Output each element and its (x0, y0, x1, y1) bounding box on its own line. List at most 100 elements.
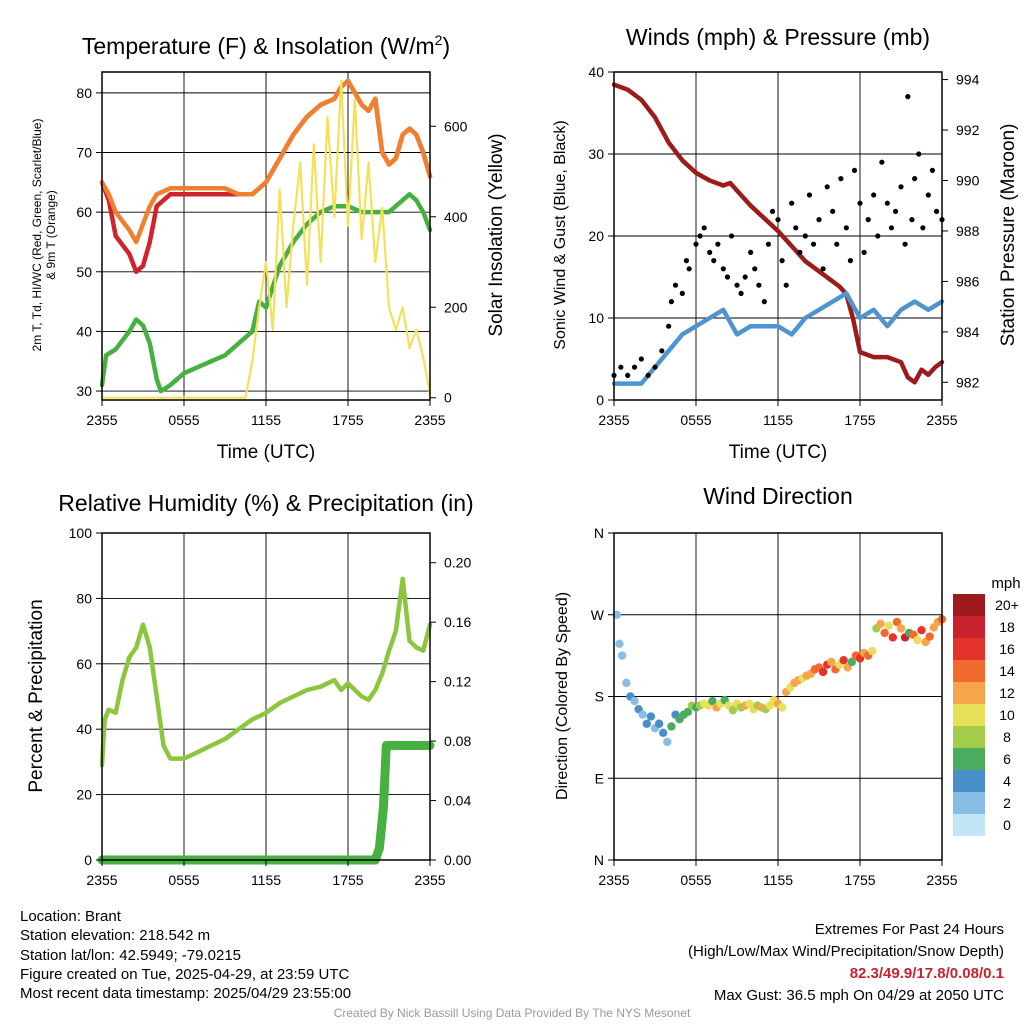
wind-direction-xtick-label: 1755 (844, 872, 875, 888)
temperature-ytick-label: 60 (76, 204, 92, 220)
wind-direction-ytick-label: N (594, 852, 604, 868)
winds-y2tick-label: 984 (956, 324, 980, 340)
winds-gust-point (625, 372, 631, 378)
wind-direction-point (839, 655, 848, 665)
credit-line: Created By Nick Bassill Using Data Provi… (333, 1006, 691, 1020)
wind-direction-ytick-label: E (595, 770, 604, 786)
wind-direction-point (896, 624, 906, 633)
winds-gust-point (920, 225, 926, 231)
temperature-ylabel-right: Solar Insolation (Yellow) (486, 133, 507, 336)
wind-direction-point (646, 712, 656, 721)
winds-xlabel: Time (UTC) (729, 442, 828, 463)
winds-gust-point (824, 184, 830, 190)
winds-ylabel-left: Sonic Wind & Gust (Blue, Black) (552, 120, 569, 349)
temperature-ytick-label: 70 (76, 145, 92, 161)
wind-direction-point (777, 703, 787, 712)
winds-gust-point (892, 208, 899, 214)
winds-gust-point (701, 225, 707, 231)
winds-ytick-label: 0 (596, 392, 604, 408)
extremes-subtitle: (High/Low/Max Wind/Precipitation/Snow De… (688, 943, 1004, 960)
wind-direction-point (917, 625, 926, 635)
humidity-ytick-label: 100 (69, 525, 93, 541)
temperature-title: Temperature (F) & Insolation (W/m2) (82, 32, 450, 59)
winds-gust-point (779, 258, 785, 264)
winds-ylabel-right: Station Pressure (Maroon) (998, 124, 1019, 347)
temperature-ylabel-left-2: & 9m T (Orange) (44, 190, 58, 280)
speed-legend-swatch (953, 660, 985, 682)
winds-gust-point (905, 94, 911, 100)
winds-gust-point (898, 184, 904, 190)
temperature-xtick-label: 2355 (414, 412, 445, 428)
speed-legend-label: 0 (1003, 817, 1011, 833)
winds-gust-point (683, 258, 690, 264)
winds-gust-point (871, 192, 877, 198)
humidity-ytick-label: 60 (76, 656, 92, 672)
winds-ticks: 2355 0555 1155 1755 2355 0 10 20 30 40 982 984 986 98… (588, 64, 979, 428)
winds-gust-point (748, 249, 754, 255)
winds-gust-point (693, 241, 699, 247)
temperature-ytick-label: 30 (76, 383, 92, 399)
speed-legend-swatch (953, 748, 985, 770)
winds-gust-point (668, 299, 675, 305)
winds-gust-point (638, 356, 644, 362)
winds-gust-point (857, 200, 863, 206)
humidity-panel: Relative Humidity (%) & Precipitation (i… (26, 490, 474, 888)
humidity-ytick-label: 20 (76, 787, 92, 803)
wind-direction-point (827, 657, 836, 667)
speed-legend-label: 12 (999, 685, 1015, 701)
humidity-xtick-label: 1755 (332, 872, 363, 888)
speed-legend-label: 6 (1003, 751, 1011, 767)
wind-direction-point (728, 705, 738, 715)
temperature-y2tick-label: 400 (444, 209, 468, 225)
humidity-ytick-label: 40 (76, 721, 92, 737)
temperature-feels_like-line (99, 78, 433, 245)
wind-direction-point (618, 651, 627, 660)
winds-gust-point (816, 217, 822, 223)
humidity-y2tick-label: 0.16 (444, 614, 471, 630)
winds-gust-point (820, 266, 826, 272)
winds-gust-point (672, 282, 679, 288)
extremes-title: Extremes For Past 24 Hours (814, 921, 1004, 938)
wind-direction-point (847, 657, 856, 667)
station-elevation: Station elevation: 218.542 m (20, 927, 211, 945)
humidity-ticks: 2355 0555 1155 1755 2355 0 20 40 60 80 100 0.00 0.04… (69, 525, 472, 888)
winds-xtick-label: 2355 (926, 412, 957, 428)
winds-gust-point (707, 249, 713, 255)
winds-gust-point (916, 151, 922, 157)
winds-gust-point (715, 241, 721, 247)
winds-gust-point (679, 290, 685, 296)
winds-gust-point (720, 266, 726, 272)
temperature-plot (99, 78, 433, 399)
temperature-ytick-label: 50 (76, 264, 92, 280)
winds-gust-point (631, 364, 638, 370)
winds-gust-point (761, 299, 767, 305)
speed-legend-swatch (953, 638, 985, 660)
humidity-rh-line (99, 576, 433, 768)
wind-direction-point (818, 667, 828, 677)
winds-xtick-label: 0555 (680, 412, 711, 428)
wind-direction-point (868, 646, 877, 656)
winds-y2tick-label: 990 (956, 172, 980, 188)
temperature-y2tick-label: 200 (444, 299, 468, 315)
winds-gust-point (884, 200, 890, 206)
winds-gust-point (912, 176, 918, 182)
wind-direction-point (615, 639, 624, 649)
temperature-xtick-label: 2355 (86, 412, 117, 428)
speed-legend-swatch (953, 594, 985, 616)
temperature-y2tick-label: 600 (444, 118, 468, 134)
station-info: Location: Brant Station elevation: 218.5… (20, 907, 351, 1003)
wind-direction-point (659, 728, 668, 738)
extremes-box: Extremes For Past 24 Hours (High/Low/Max… (688, 919, 1004, 1007)
wind-direction-point (638, 710, 647, 719)
winds-ytick-label: 30 (588, 146, 604, 162)
wind-direction-ticks: 2355 0555 1155 1755 2355 N E S W N (591, 525, 958, 888)
humidity-y2tick-label: 0.12 (444, 674, 471, 690)
speed-legend-label: 14 (999, 663, 1015, 679)
speed-legend-swatch (953, 682, 985, 704)
max-gust: Max Gust: 36.5 mph On 04/29 at 2050 UTC (713, 987, 1004, 1004)
temperature-xtick-label: 0555 (168, 412, 199, 428)
winds-gust-point (775, 217, 781, 223)
wind-direction-xtick-label: 2355 (926, 872, 957, 888)
winds-gust-point (810, 241, 817, 247)
